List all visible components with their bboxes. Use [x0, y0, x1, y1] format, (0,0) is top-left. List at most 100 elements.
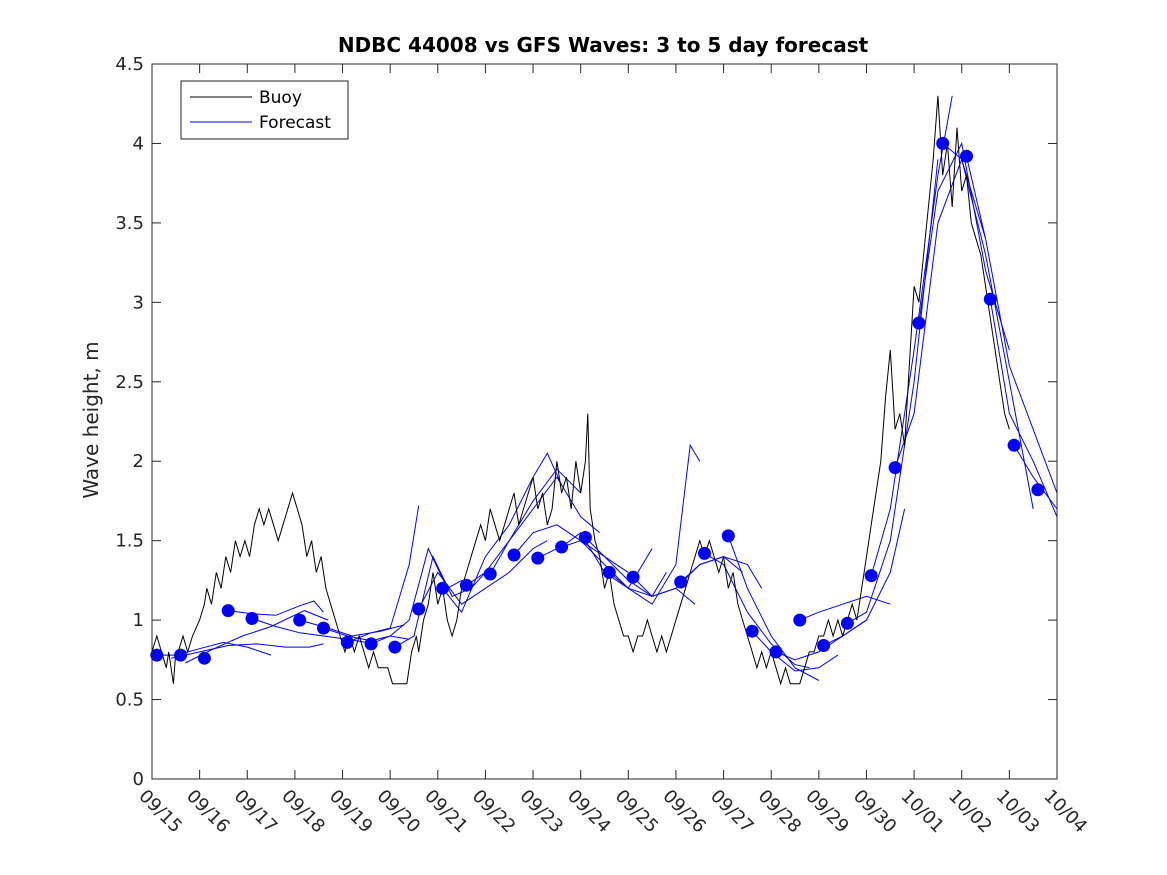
x-tick-label: 09/21 [420, 786, 472, 838]
y-tick-label: 1.5 [115, 531, 144, 552]
x-tick-label: 10/04 [1039, 786, 1091, 838]
forecast-point [197, 651, 211, 665]
x-tick-label: 09/22 [468, 786, 520, 838]
forecast-line-17 [585, 537, 696, 605]
forecast-line-18 [608, 443, 701, 605]
forecast-point [221, 604, 235, 618]
forecast-point [674, 575, 688, 589]
forecast-point [483, 567, 497, 581]
forecast-line-30 [918, 141, 1010, 351]
forecast-point [340, 635, 354, 649]
forecast-point [555, 540, 569, 554]
y-tick-label: 4.5 [115, 54, 144, 75]
forecast-point [1007, 438, 1021, 452]
forecast-point [1031, 483, 1045, 497]
y-axis-label: Wave height, m [79, 341, 103, 498]
y-tick-label: 3.5 [115, 213, 144, 234]
chart-title: NDBC 44008 vs GFS Waves: 3 to 5 day fore… [338, 33, 869, 57]
forecast-point [745, 624, 759, 638]
x-tick-label: 09/23 [516, 786, 568, 838]
forecast-line-21 [704, 552, 810, 669]
forecast-line-23 [751, 630, 839, 672]
forecast-point [293, 613, 307, 627]
y-tick-label: 1 [133, 610, 144, 631]
x-tick-label: 09/15 [134, 786, 186, 838]
forecast-point [864, 569, 878, 583]
x-tick-label: 09/16 [182, 786, 234, 838]
y-tick-label: 4 [133, 133, 144, 154]
forecast-line-7 [347, 505, 420, 643]
forecast-line-3 [228, 600, 324, 616]
buoy-line [151, 95, 1010, 686]
forecast-point [436, 581, 450, 595]
forecast-line-2 [185, 610, 329, 664]
x-tick-label: 09/28 [754, 786, 806, 838]
forecast-line-25 [799, 595, 891, 621]
forecast-point [317, 621, 330, 635]
forecast-point [769, 645, 783, 659]
legend-forecast-label: Forecast [259, 113, 331, 133]
forecast-point [936, 136, 950, 150]
forecast-point [960, 149, 973, 163]
forecast-point [150, 648, 164, 662]
forecast-line-20 [680, 556, 763, 589]
x-tick-label: 09/24 [563, 786, 615, 838]
x-tick-label: 10/02 [944, 786, 996, 838]
axes-box [151, 63, 1058, 780]
forecast-line-12 [466, 468, 582, 586]
legend-buoy-label: Buoy [259, 88, 302, 108]
x-tick-label: 09/17 [230, 786, 282, 838]
x-tick-label: 09/26 [658, 786, 710, 838]
forecast-point [840, 616, 854, 630]
forecast-point [174, 648, 188, 662]
x-tick-label: 09/25 [611, 786, 663, 838]
x-tick-label: 09/20 [373, 786, 425, 838]
x-tick-label: 09/27 [706, 786, 758, 838]
y-tick-label: 2 [133, 451, 144, 472]
forecast-point [602, 565, 616, 579]
forecast-line-11 [442, 452, 563, 614]
forecast-line-1 [170, 643, 324, 659]
forecast-line-28 [870, 95, 953, 576]
forecast-line-32 [966, 156, 1058, 494]
forecast-line-13 [489, 476, 601, 575]
forecast-point [698, 546, 711, 560]
legend: Buoy Forecast [180, 80, 349, 140]
forecast-point [364, 637, 378, 651]
forecast-point [578, 531, 592, 544]
forecast-point [507, 548, 521, 562]
forecast-line-16 [561, 531, 667, 597]
forecast-point [459, 578, 473, 592]
plot-area: 0 0.5 1 1.5 2 2.5 3 3.5 4 4.5 09/1509/1609/1709/18… [115, 54, 1091, 837]
x-tick-label: 10/03 [992, 786, 1044, 838]
forecast-point [626, 570, 640, 584]
forecast-point [793, 613, 807, 627]
forecast-point [388, 640, 402, 654]
forecast-line-9 [394, 555, 486, 648]
forecast-line-27 [847, 159, 939, 624]
x-tick-label: 09/30 [849, 786, 901, 838]
forecast-line-8 [370, 547, 462, 645]
y-tick-label: 2.5 [115, 372, 144, 393]
forecast-line-10 [418, 540, 548, 610]
forecast-line-14 [513, 524, 629, 573]
forecast-point [888, 461, 902, 475]
forecast-point [531, 551, 545, 565]
x-tick-label: 09/19 [325, 786, 377, 838]
forecast-point [912, 316, 926, 330]
y-tick-label: 0 [133, 769, 144, 790]
forecast-point [412, 602, 426, 616]
forecast-line-0 [156, 641, 272, 656]
x-tick-label: 10/01 [897, 786, 949, 838]
forecast-line-34 [1013, 445, 1058, 510]
y-tick-label: 0.5 [115, 690, 144, 711]
forecast-point [245, 612, 259, 625]
forecast-point [721, 529, 735, 543]
legend-box [180, 80, 349, 140]
forecast-point [983, 292, 997, 306]
y-tick-label: 3 [133, 292, 144, 313]
forecast-line-19 [632, 556, 743, 597]
forecast-line-26 [823, 508, 906, 646]
forecast-point [817, 639, 831, 652]
